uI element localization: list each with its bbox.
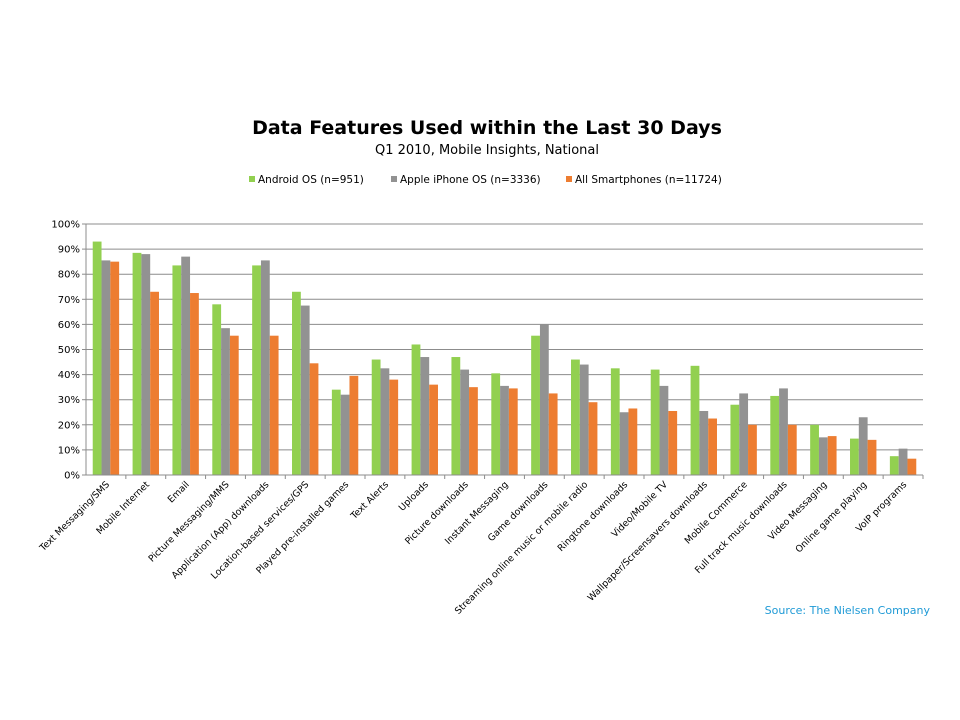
bar (610, 368, 620, 475)
bar (628, 408, 638, 475)
y-tick-label: 10% (58, 445, 80, 456)
bar (190, 293, 199, 475)
y-tick-label: 40% (58, 370, 80, 381)
bar (827, 436, 837, 475)
bar (730, 404, 740, 475)
bar (110, 261, 120, 475)
x-tick-label: Uploads (397, 479, 431, 513)
bar (708, 418, 717, 475)
bar (548, 393, 558, 475)
bar (411, 344, 421, 475)
legend: Android OS (n=951) Apple iPhone OS (n=333… (249, 174, 722, 186)
bar (460, 369, 470, 475)
bar (531, 335, 540, 475)
bar (141, 254, 151, 475)
legend-swatch (566, 176, 572, 182)
bar (349, 375, 359, 475)
chart-subtitle: Q1 2010, Mobile Insights, National (375, 143, 599, 158)
bar (252, 265, 261, 475)
bar (260, 260, 270, 475)
bar (92, 241, 102, 475)
x-tick-label: Email (166, 479, 192, 505)
legend-swatch (249, 176, 255, 182)
y-tick-label: 70% (58, 295, 80, 306)
bar (469, 387, 478, 475)
bar (907, 458, 917, 475)
y-tick-label: 80% (58, 270, 80, 281)
bar (389, 379, 399, 475)
source-note: Source: The Nielsen Company (765, 604, 931, 617)
bar (867, 439, 877, 475)
bar (699, 410, 709, 475)
bar (269, 335, 279, 475)
bars (92, 241, 917, 475)
y-tick-label: 30% (58, 395, 80, 406)
bar (588, 402, 598, 475)
bar (571, 359, 580, 475)
bar (101, 260, 111, 475)
bar (898, 448, 908, 475)
x-tick-label: Picture Messaging/MMS (146, 479, 231, 564)
bar (579, 364, 589, 475)
bar (500, 385, 509, 475)
bar (292, 291, 301, 475)
x-tick-label: Text Messaging/SMS (37, 479, 112, 554)
y-tick-label: 90% (58, 245, 80, 256)
x-tick-label: Text Alerts (348, 479, 391, 522)
bar (331, 389, 341, 475)
bar (508, 388, 518, 475)
bar (770, 395, 780, 475)
legend-swatch (391, 176, 397, 182)
legend-label: Apple iPhone OS (n=3336) (400, 174, 541, 186)
bar (491, 373, 501, 475)
y-axis: 0% 10% 20% 30% 40% 50% 60% 70% 80% 90% 100% (51, 220, 87, 482)
bar (380, 368, 390, 475)
bar (810, 424, 819, 475)
bar (132, 252, 142, 475)
bar (300, 305, 310, 475)
bar (420, 357, 430, 475)
bar (690, 365, 700, 475)
bar (889, 456, 899, 475)
legend-label: Android OS (n=951) (258, 174, 364, 186)
bar (668, 410, 678, 475)
y-tick-label: 100% (51, 220, 80, 231)
y-tick-label: 20% (58, 420, 80, 431)
bar (221, 328, 230, 475)
bar (858, 417, 868, 475)
bar (787, 424, 797, 475)
bar (212, 304, 222, 475)
legend-label: All Smartphones (n=11724) (575, 174, 722, 186)
bar (739, 393, 749, 475)
bar (229, 335, 239, 475)
bar (150, 291, 159, 475)
bar (748, 424, 757, 475)
bar (779, 388, 788, 475)
bar (619, 412, 629, 475)
bar (181, 256, 191, 475)
bar (650, 369, 660, 475)
bar (850, 438, 859, 475)
x-tick-label: Ringtone downloads (556, 479, 631, 554)
y-tick-label: 50% (58, 345, 80, 356)
bar (429, 384, 438, 475)
bar (340, 394, 350, 475)
bar (818, 437, 828, 475)
y-tick-label: 60% (58, 320, 80, 331)
chart-title: Data Features Used within the Last 30 Da… (252, 117, 722, 139)
x-tick-label: Online game playing (793, 479, 869, 555)
bar (539, 324, 549, 475)
bar (309, 363, 319, 475)
bar (659, 385, 669, 475)
bar (451, 357, 461, 475)
bar (172, 265, 182, 475)
bar (371, 359, 381, 475)
y-tick-label: 0% (64, 471, 80, 482)
